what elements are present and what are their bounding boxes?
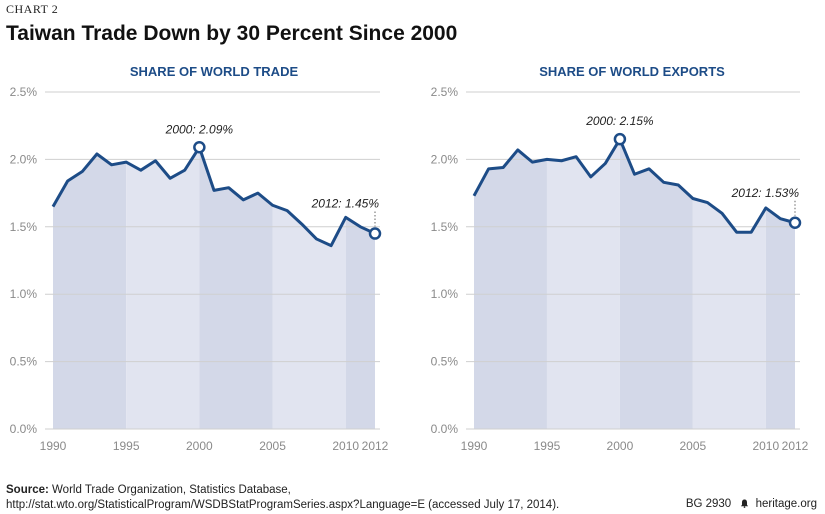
report-id: BG 2930 — [685, 498, 732, 510]
area-band — [619, 139, 693, 429]
chart-number-label: CHART 2 — [6, 2, 59, 16]
annotation-marker — [193, 141, 206, 154]
x-tick-label: 2005 — [259, 439, 286, 453]
x-tick-label: 2012 — [782, 439, 809, 453]
y-tick-label: 0.0% — [10, 422, 38, 436]
area-band — [345, 147, 375, 429]
area-band — [272, 147, 346, 429]
y-tick-label: 1.0% — [431, 287, 459, 301]
page-title: Taiwan Trade Down by 30 Percent Since 20… — [6, 22, 458, 45]
panel-title: SHARE OF WORLD EXPORTS — [539, 64, 725, 79]
area-band — [765, 139, 795, 429]
y-tick-label: 2.0% — [431, 152, 459, 166]
x-tick-label: 2012 — [362, 439, 389, 453]
x-tick-label: 1995 — [113, 439, 140, 453]
site-name: heritage.org — [755, 498, 817, 510]
annotation-label: 2000: 2.15% — [585, 114, 654, 128]
source-url: http://stat.wto.org/StatisticalProgram/W… — [6, 499, 560, 511]
annotation-marker — [368, 227, 382, 240]
charts-canvas: 0.0% 0.5% 1.0% 1.5% 2.0% 2.5% 1990 1995 2000 2005… — [10, 64, 809, 453]
y-tick-label: 0.0% — [431, 422, 459, 436]
area-band — [53, 147, 127, 429]
x-tick-label: 1990 — [461, 439, 488, 453]
chart-panel-1: 0.0% 0.5% 1.0% 1.5% 2.0% 2.5% 1990 1995 2000 2005… — [10, 64, 389, 453]
annotation-marker — [613, 132, 627, 146]
liberty-bell-icon — [741, 499, 749, 508]
y-tick-label: 2.5% — [431, 85, 459, 99]
area-band — [126, 147, 200, 429]
annotation-label: 2012: 1.45% — [311, 197, 380, 211]
source-label: Source: — [6, 484, 49, 496]
annotation-label: 2000: 2.09% — [165, 122, 234, 136]
annotation-marker — [788, 216, 802, 230]
x-tick-label: 2010 — [332, 439, 359, 453]
chart-panel-2: 0.0% 0.5% 1.0% 1.5% 2.0% 2.5% 1990 1995 2000 2005… — [431, 64, 809, 453]
area-bands — [474, 139, 795, 429]
x-tick-label: 2005 — [680, 439, 707, 453]
x-tick-label: 2000 — [186, 439, 213, 453]
y-tick-label: 0.5% — [431, 355, 459, 369]
y-tick-label: 1.5% — [431, 220, 459, 234]
y-tick-label: 0.5% — [10, 355, 38, 369]
source-note: Source: World Trade Organization, Statis… — [6, 483, 559, 513]
y-tick-label: 2.0% — [10, 152, 38, 166]
area-band — [546, 139, 620, 429]
x-tick-label: 1995 — [534, 439, 561, 453]
series-line — [51, 145, 376, 248]
annotation-label: 2012: 1.53% — [731, 186, 800, 200]
series-line — [472, 137, 796, 234]
x-tick-label: 2000 — [607, 439, 634, 453]
area-band — [474, 139, 547, 429]
y-tick-label: 1.0% — [10, 287, 38, 301]
footer-credit: BG 2930 heritage.org — [686, 498, 817, 510]
x-tick-label: 1990 — [40, 439, 67, 453]
y-tick-label: 1.5% — [10, 220, 38, 234]
area-band — [692, 139, 766, 429]
panel-title: SHARE OF WORLD TRADE — [130, 64, 299, 79]
x-tick-label: 2010 — [752, 439, 779, 453]
y-tick-label: 2.5% — [10, 85, 38, 99]
source-text: World Trade Organization, Statistics Dat… — [48, 484, 291, 496]
